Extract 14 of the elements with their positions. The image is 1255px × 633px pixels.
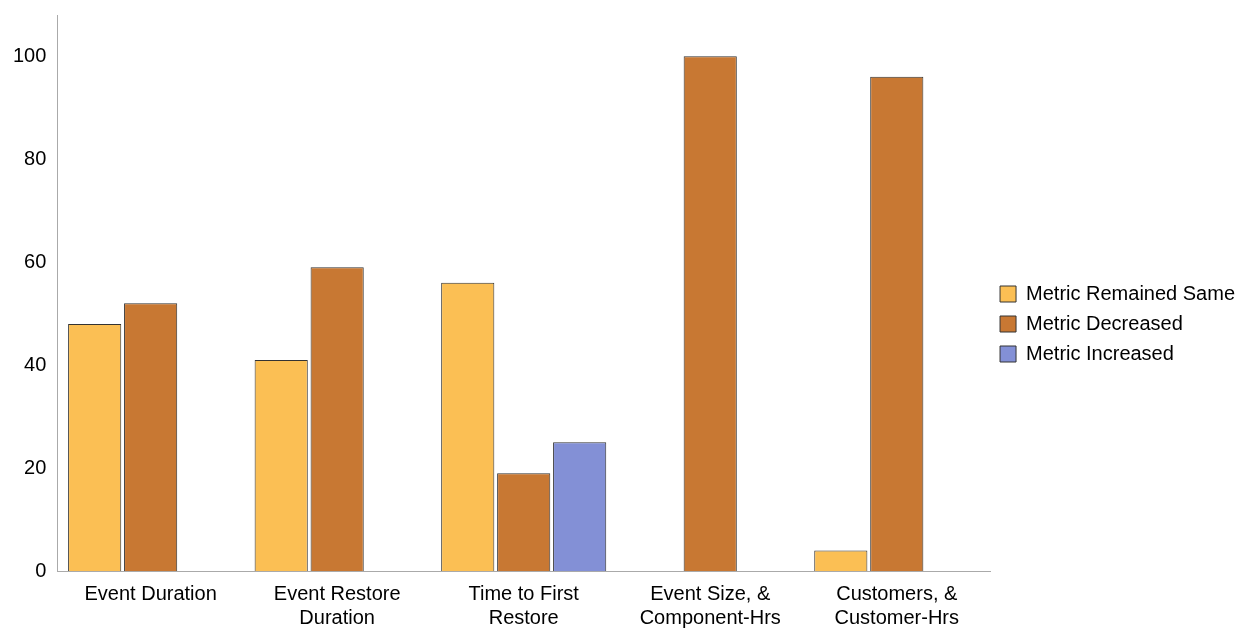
legend-label: Metric Remained Same: [1026, 281, 1235, 304]
y-tick-label: 40: [24, 352, 47, 375]
x-tick-label: Customers, & Customer-Hrs: [834, 581, 959, 628]
legend-label: Metric Decreased: [1026, 311, 1183, 334]
y-tick-label: 60: [24, 249, 47, 272]
x-tick-label: Event Restore Duration: [273, 581, 401, 628]
y-tick-label: 100: [12, 43, 47, 66]
x-tick-label: Event Duration: [84, 581, 217, 604]
y-tick-label: 0: [35, 558, 47, 581]
y-tick-label: 20: [24, 455, 47, 478]
y-tick-label: 80: [24, 146, 47, 169]
legend-label: Metric Increased: [1026, 341, 1174, 364]
x-tick-label: Time to First Restore: [468, 581, 580, 628]
x-tick-label: Event Size, & Component-Hrs: [639, 581, 781, 628]
